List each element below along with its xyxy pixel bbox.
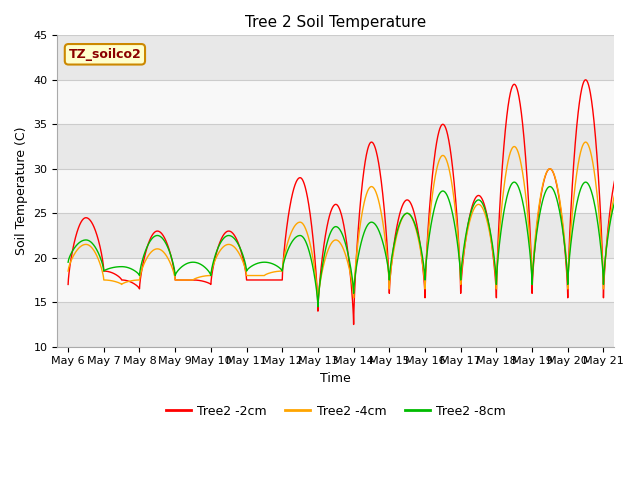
X-axis label: Time: Time: [321, 372, 351, 385]
Y-axis label: Soil Temperature (C): Soil Temperature (C): [15, 127, 28, 255]
Bar: [58, 124, 614, 169]
Bar: [58, 302, 614, 347]
Bar: [58, 213, 614, 258]
Title: Tree 2 Soil Temperature: Tree 2 Soil Temperature: [245, 15, 426, 30]
Legend: Tree2 -2cm, Tree2 -4cm, Tree2 -8cm: Tree2 -2cm, Tree2 -4cm, Tree2 -8cm: [161, 400, 511, 423]
Bar: [58, 169, 614, 213]
Bar: [58, 36, 614, 80]
Text: TZ_soilco2: TZ_soilco2: [68, 48, 141, 61]
Bar: [58, 80, 614, 124]
Bar: [58, 258, 614, 302]
